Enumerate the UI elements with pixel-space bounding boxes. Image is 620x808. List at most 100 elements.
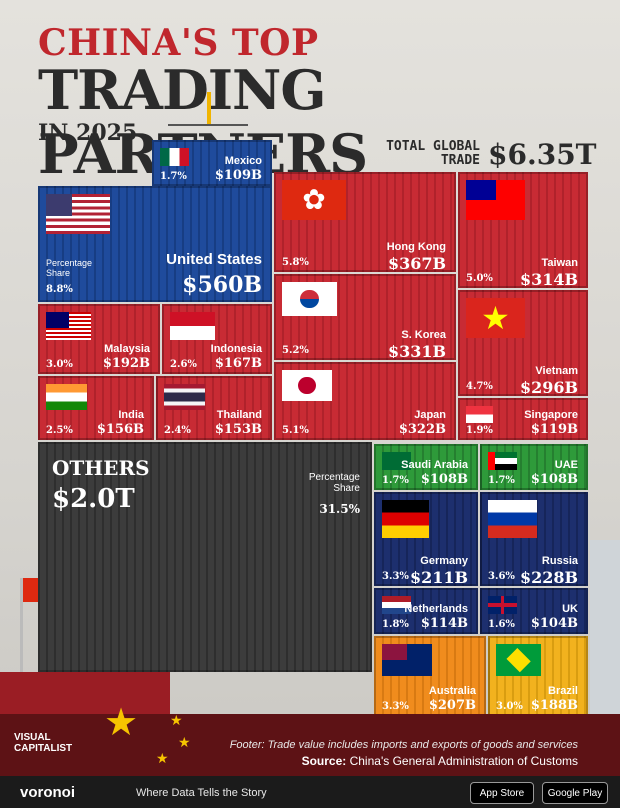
flag-icon-in bbox=[46, 384, 87, 410]
share-label: 3.3% bbox=[382, 571, 409, 582]
flag-pole bbox=[20, 578, 23, 672]
ship-bridge bbox=[590, 540, 620, 720]
trade-value: $114B bbox=[420, 616, 468, 631]
country-name: Russia bbox=[541, 555, 578, 567]
flag-icon-br bbox=[496, 644, 541, 676]
flag-icon-us bbox=[46, 194, 110, 234]
flag-icon-kr bbox=[282, 282, 337, 316]
flag-icon-hk: ✿ bbox=[282, 180, 346, 220]
others-share: 31.5% bbox=[319, 502, 360, 516]
container-russia: 3.6% Russia $228B bbox=[480, 492, 588, 586]
voronoi-logo[interactable]: voronoi bbox=[20, 784, 75, 801]
container-united-states: Percentage Share 8.8% United States $560B bbox=[38, 186, 272, 302]
share-label: 1.8% bbox=[382, 619, 409, 630]
star-icon: ★ bbox=[156, 750, 169, 766]
country-name: Malaysia bbox=[104, 343, 150, 355]
trade-value: $119B bbox=[530, 422, 578, 437]
share-label: 5.1% bbox=[282, 425, 309, 436]
share-label: 4.7% bbox=[466, 381, 493, 392]
flag-icon-th bbox=[164, 384, 205, 410]
share-label: 1.6% bbox=[488, 619, 515, 630]
ship-hull bbox=[0, 672, 170, 720]
container-others: OTHERS $2.0T Percentage Share 31.5% bbox=[38, 442, 372, 672]
trade-value: $228B bbox=[519, 568, 578, 586]
source-text: China's General Administration of Custom… bbox=[349, 754, 578, 768]
flag-icon-de bbox=[382, 500, 429, 538]
share-label: 2.4% bbox=[164, 425, 191, 436]
country-name: Germany bbox=[420, 555, 468, 567]
country-name: Saudi Arabia bbox=[401, 459, 468, 471]
trade-value: $296B bbox=[519, 378, 578, 396]
container-germany: 3.3% Germany $211B bbox=[374, 492, 478, 586]
share-label: 2.6% bbox=[170, 359, 197, 370]
trade-value: $331B bbox=[387, 342, 446, 360]
flag-icon-sg bbox=[466, 406, 493, 423]
flag-icon-vn: ★ bbox=[466, 298, 525, 338]
app-store-button[interactable]: App Store bbox=[470, 782, 534, 804]
flag-icon-jp bbox=[282, 370, 332, 401]
country-name: Mexico bbox=[224, 155, 262, 167]
trade-value: $192B bbox=[102, 356, 150, 371]
country-name: Singapore bbox=[524, 409, 578, 421]
us-share-label: Percentage Share bbox=[46, 258, 93, 278]
source-line: Source: China's General Administration o… bbox=[190, 754, 578, 768]
tagline: Where Data Tells the Story bbox=[136, 787, 267, 799]
share-label: 2.5% bbox=[46, 425, 73, 436]
flag-icon-ae bbox=[488, 452, 517, 470]
crane-hook bbox=[168, 124, 248, 144]
country-name: Thailand bbox=[216, 409, 262, 421]
trade-value: $211B bbox=[409, 568, 468, 586]
trade-value: $367B bbox=[387, 254, 446, 272]
crane-cable bbox=[207, 92, 211, 124]
country-name: India bbox=[118, 409, 144, 421]
trade-value: $108B bbox=[530, 472, 578, 487]
share-label: 1.7% bbox=[488, 475, 515, 486]
flag-icon-sa bbox=[382, 452, 411, 470]
flag-icon-tw bbox=[466, 180, 525, 220]
container-thailand: 2.4% Thailand $153B bbox=[156, 376, 272, 440]
trade-value: $322B bbox=[398, 422, 446, 437]
flag-icon-my bbox=[46, 312, 91, 340]
star-icon: ★ bbox=[104, 702, 139, 744]
container-s-korea: 5.2% S. Korea $331B bbox=[274, 274, 456, 360]
trade-value: $207B bbox=[428, 698, 476, 713]
trade-value: $108B bbox=[420, 472, 468, 487]
share-label: 3.0% bbox=[46, 359, 73, 370]
country-name: UAE bbox=[554, 459, 578, 471]
country-name: Indonesia bbox=[210, 343, 262, 355]
total-label: TOTAL GLOBAL TRADE bbox=[386, 139, 480, 168]
footer-band bbox=[0, 714, 620, 776]
container-singapore: 1.9% Singapore $119B bbox=[458, 398, 588, 440]
country-name: Australia bbox=[428, 685, 476, 697]
container-japan: 5.1% Japan $322B bbox=[274, 362, 456, 440]
share-label: 1.7% bbox=[382, 475, 409, 486]
share-label: 3.0% bbox=[496, 701, 523, 712]
google-play-button[interactable]: Google Play bbox=[542, 782, 608, 804]
container-malaysia: 3.0% Malaysia $192B bbox=[38, 304, 160, 374]
trade-value: $188B bbox=[530, 698, 578, 713]
flag-icon-id bbox=[170, 312, 215, 340]
container-australia: 3.3% Australia $207B bbox=[374, 636, 486, 716]
container-india: 2.5% India $156B bbox=[38, 376, 154, 440]
container-uk: 1.6% UK $104B bbox=[480, 588, 588, 634]
country-name: UK bbox=[562, 603, 578, 615]
others-value: $2.0T bbox=[52, 484, 135, 514]
container-hong-kong: ✿ 5.8% Hong Kong $367B bbox=[274, 172, 456, 272]
flag-icon-nl bbox=[382, 596, 411, 614]
country-name: Brazil bbox=[548, 685, 578, 697]
star-icon: ★ bbox=[178, 734, 191, 750]
brand-logo: VISUAL CAPITALIST bbox=[14, 732, 73, 754]
container-brazil: 3.0% Brazil $188B bbox=[488, 636, 588, 716]
container-saudi-arabia: 1.7% Saudi Arabia $108B bbox=[374, 444, 478, 490]
others-label: OTHERS bbox=[52, 456, 150, 480]
trade-value: $153B bbox=[214, 422, 262, 437]
country-name: Vietnam bbox=[535, 365, 578, 377]
container-vietnam: ★ 4.7% Vietnam $296B bbox=[458, 290, 588, 396]
country-name: S. Korea bbox=[401, 329, 446, 341]
footer-note: Footer: Trade value includes imports and… bbox=[229, 739, 578, 751]
source-label: Source: bbox=[301, 754, 347, 768]
share-label: 3.3% bbox=[382, 701, 409, 712]
country-name: United States bbox=[166, 251, 262, 268]
others-share-label: Percentage Share bbox=[308, 472, 360, 494]
